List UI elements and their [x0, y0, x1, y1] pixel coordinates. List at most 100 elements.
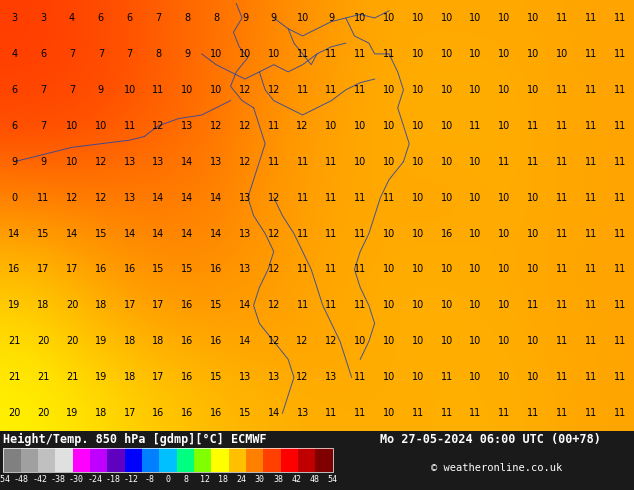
Text: 14: 14 [210, 193, 223, 203]
Text: 11: 11 [556, 157, 568, 167]
Bar [194, 448, 211, 472]
Text: 14: 14 [239, 336, 251, 346]
Bar [281, 448, 298, 472]
Text: 42: 42 [291, 475, 301, 484]
Text: 11: 11 [469, 121, 482, 131]
Text: 15: 15 [152, 265, 165, 274]
Text: 11: 11 [383, 49, 395, 59]
Text: 11: 11 [325, 85, 337, 95]
Text: 20: 20 [8, 408, 20, 418]
Text: 11: 11 [556, 336, 568, 346]
Text: 18: 18 [152, 336, 165, 346]
Text: 11: 11 [383, 193, 395, 203]
Text: 10: 10 [527, 85, 540, 95]
Text: 17: 17 [66, 265, 78, 274]
Text: -30: -30 [69, 475, 84, 484]
Text: 11: 11 [556, 13, 568, 23]
Text: 11: 11 [325, 265, 337, 274]
Text: 16: 16 [8, 265, 20, 274]
Text: 12: 12 [268, 336, 280, 346]
Text: 10: 10 [498, 121, 510, 131]
Text: 11: 11 [614, 300, 626, 311]
Text: 11: 11 [527, 157, 540, 167]
Bar [55, 448, 72, 472]
Text: 10: 10 [66, 157, 78, 167]
Text: 13: 13 [210, 157, 223, 167]
Text: 38: 38 [273, 475, 283, 484]
Text: 12: 12 [297, 372, 309, 382]
Text: 20: 20 [37, 336, 49, 346]
Text: -18: -18 [106, 475, 120, 484]
Text: 17: 17 [124, 300, 136, 311]
Text: 11: 11 [585, 265, 597, 274]
Text: 13: 13 [297, 408, 309, 418]
Text: 6: 6 [127, 13, 133, 23]
Text: 11: 11 [354, 85, 366, 95]
Text: 16: 16 [181, 336, 193, 346]
Text: 11: 11 [354, 265, 366, 274]
Text: 12: 12 [210, 121, 223, 131]
Text: 17: 17 [152, 300, 165, 311]
Text: 11: 11 [614, 408, 626, 418]
Text: 12: 12 [94, 193, 107, 203]
Text: 10: 10 [383, 300, 395, 311]
Text: 14: 14 [181, 193, 193, 203]
Text: 11: 11 [325, 408, 337, 418]
Text: 10: 10 [268, 49, 280, 59]
Text: 11: 11 [556, 372, 568, 382]
Text: 11: 11 [441, 408, 453, 418]
Text: 24: 24 [236, 475, 246, 484]
Text: 9: 9 [242, 13, 248, 23]
Text: 13: 13 [181, 121, 193, 131]
Text: 11: 11 [354, 193, 366, 203]
Text: 12: 12 [297, 336, 309, 346]
Text: 10: 10 [469, 85, 482, 95]
Text: 12: 12 [200, 475, 210, 484]
Text: 7: 7 [40, 85, 46, 95]
Text: -12: -12 [124, 475, 139, 484]
Text: 11: 11 [614, 121, 626, 131]
Bar [3, 448, 333, 472]
Text: 11: 11 [527, 300, 540, 311]
Text: 10: 10 [210, 49, 223, 59]
Text: 10: 10 [411, 265, 424, 274]
Text: 10: 10 [441, 193, 453, 203]
Text: 11: 11 [585, 336, 597, 346]
Bar [20, 448, 38, 472]
Text: 10: 10 [469, 372, 482, 382]
Text: 14: 14 [181, 157, 193, 167]
Text: 11: 11 [325, 49, 337, 59]
Text: 10: 10 [383, 372, 395, 382]
Text: 18: 18 [94, 408, 107, 418]
Text: 10: 10 [354, 121, 366, 131]
Text: 11: 11 [556, 265, 568, 274]
Text: -42: -42 [32, 475, 48, 484]
Text: 10: 10 [498, 49, 510, 59]
Text: 9: 9 [184, 49, 190, 59]
Text: 10: 10 [411, 157, 424, 167]
Text: 12: 12 [268, 228, 280, 239]
Text: 8: 8 [155, 49, 162, 59]
Text: 11: 11 [297, 228, 309, 239]
Text: 18: 18 [37, 300, 49, 311]
Text: 14: 14 [66, 228, 78, 239]
Text: 12: 12 [94, 157, 107, 167]
Text: 9: 9 [271, 13, 277, 23]
Text: Mo 27-05-2024 06:00 UTC (00+78): Mo 27-05-2024 06:00 UTC (00+78) [380, 433, 601, 446]
Text: 11: 11 [268, 157, 280, 167]
Text: 11: 11 [614, 265, 626, 274]
Bar [107, 448, 125, 472]
Text: 10: 10 [469, 13, 482, 23]
Text: 10: 10 [498, 336, 510, 346]
Text: 10: 10 [411, 228, 424, 239]
Text: 10: 10 [527, 228, 540, 239]
Text: 11: 11 [614, 336, 626, 346]
Text: 11: 11 [585, 49, 597, 59]
Text: 11: 11 [556, 193, 568, 203]
Text: -54: -54 [0, 475, 11, 484]
Text: 10: 10 [354, 13, 366, 23]
Text: 16: 16 [210, 265, 223, 274]
Text: 16: 16 [441, 228, 453, 239]
Text: 18: 18 [124, 372, 136, 382]
Text: 48: 48 [309, 475, 320, 484]
